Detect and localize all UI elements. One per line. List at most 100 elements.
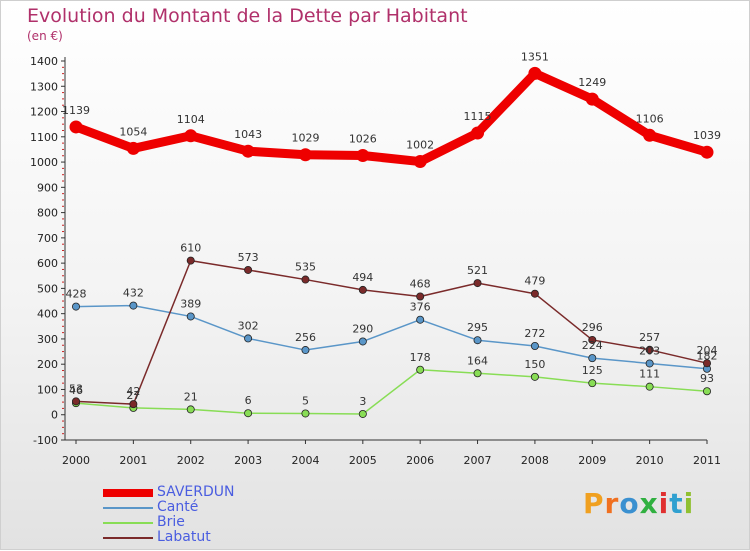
- data-point: [301, 275, 310, 284]
- data-label: 290: [352, 322, 373, 335]
- data-point: [186, 312, 195, 321]
- data-label: 1039: [693, 129, 721, 142]
- data-label: 204: [697, 344, 718, 357]
- data-label: 468: [410, 277, 431, 290]
- series-line: [75, 304, 708, 370]
- y-minor-tick: [62, 148, 64, 150]
- data-point: [298, 148, 312, 162]
- data-point: [129, 301, 138, 310]
- y-minor-tick: [62, 401, 64, 403]
- data-point: [473, 279, 482, 288]
- data-point: [301, 346, 310, 355]
- data-label: 1249: [578, 76, 606, 89]
- data-point: [241, 144, 255, 158]
- data-point: [645, 359, 654, 368]
- y-minor-tick: [62, 344, 64, 346]
- data-point: [72, 302, 81, 311]
- data-label: 21: [184, 390, 198, 403]
- y-tick-label: 900: [37, 181, 58, 194]
- data-label: 93: [700, 372, 714, 385]
- y-minor-tick: [62, 129, 64, 131]
- data-point: [416, 365, 425, 374]
- data-point: [244, 265, 253, 274]
- y-minor-tick: [62, 79, 64, 81]
- x-tick-label: 2001: [119, 454, 147, 467]
- y-tick-label: 800: [37, 207, 58, 220]
- logo-letter: i: [658, 487, 670, 520]
- data-point: [530, 289, 539, 298]
- y-tick-label: 1100: [30, 131, 58, 144]
- data-point: [473, 336, 482, 345]
- series-saverdun: [69, 66, 714, 169]
- data-label: 257: [639, 331, 660, 344]
- data-label: 5: [302, 394, 309, 407]
- series-line: [71, 68, 712, 167]
- y-minor-tick: [62, 73, 64, 75]
- data-point: [530, 342, 539, 351]
- data-label: 296: [582, 321, 603, 334]
- data-label: 1002: [406, 139, 434, 152]
- x-tick-label: 2000: [62, 454, 90, 467]
- data-label: 610: [180, 242, 201, 255]
- y-minor-tick: [62, 306, 64, 308]
- legend-swatch: [103, 489, 153, 497]
- logo-letter: t: [669, 487, 684, 520]
- y-minor-tick: [62, 433, 64, 435]
- x-tick-label: 2010: [636, 454, 664, 467]
- data-label: 479: [524, 275, 545, 288]
- y-tick-label: 200: [37, 358, 58, 371]
- data-label: 3: [359, 395, 366, 408]
- x-tick-label: 2005: [349, 454, 377, 467]
- legend-label: Labatut: [157, 529, 211, 545]
- logo-letter: i: [683, 487, 695, 520]
- data-point: [528, 66, 542, 80]
- data-point: [358, 285, 367, 294]
- data-label: 302: [238, 319, 259, 332]
- y-minor-tick: [62, 407, 64, 409]
- data-label: 1029: [291, 132, 319, 145]
- legend-label: Brie: [157, 514, 185, 530]
- y-minor-tick: [62, 117, 64, 119]
- data-point: [72, 397, 81, 406]
- data-label: 1106: [636, 112, 664, 125]
- data-label: 1054: [119, 125, 147, 138]
- data-label: 42: [126, 385, 140, 398]
- y-minor-tick: [62, 92, 64, 94]
- data-point: [301, 409, 310, 418]
- y-minor-tick: [62, 395, 64, 397]
- y-minor-tick: [62, 250, 64, 251]
- data-point: [186, 256, 195, 265]
- data-point: [358, 409, 367, 418]
- data-label: 178: [410, 351, 431, 364]
- data-label: 203: [639, 344, 660, 357]
- data-point: [358, 337, 367, 346]
- y-minor-tick: [62, 300, 64, 302]
- series-labatut: [72, 256, 712, 409]
- legend-swatch: [103, 522, 153, 524]
- data-label: 1104: [177, 113, 205, 126]
- x-tick-label: 2007: [464, 454, 492, 467]
- logo-letter: P: [583, 487, 605, 520]
- unit-label: (en €): [27, 29, 63, 43]
- data-label: 389: [180, 297, 201, 310]
- y-minor-tick: [62, 155, 64, 157]
- data-point: [703, 387, 712, 396]
- data-label: 256: [295, 331, 316, 344]
- logo-letter: r: [604, 487, 620, 520]
- legend-swatch: [103, 507, 153, 509]
- y-minor-tick: [62, 231, 64, 233]
- y-minor-tick: [62, 180, 64, 182]
- data-label: 224: [582, 339, 603, 352]
- data-label: 1139: [62, 104, 90, 117]
- data-point: [703, 359, 712, 368]
- series-canté: [72, 301, 712, 373]
- data-point: [588, 335, 597, 344]
- data-point: [126, 141, 140, 155]
- data-point: [700, 145, 714, 159]
- data-point: [244, 334, 253, 343]
- y-tick-label: 500: [37, 282, 58, 295]
- x-tick-label: 2002: [177, 454, 205, 467]
- x-tick-label: 2004: [291, 454, 319, 467]
- series-line: [75, 259, 708, 405]
